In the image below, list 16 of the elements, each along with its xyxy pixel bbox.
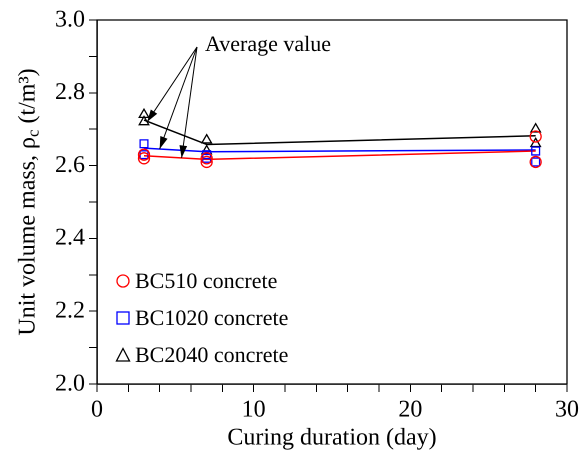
y-tick-label: 2.0	[55, 370, 85, 396]
x-tick-label: 20	[398, 396, 422, 423]
x-tick-label: 0	[91, 396, 103, 423]
y-tick-label: 2.8	[55, 79, 85, 106]
legend-label: BC2040 concrete	[135, 342, 288, 367]
y-tick-label: 2.4	[55, 224, 85, 251]
x-tick-label: 30	[555, 396, 579, 423]
y-tick-label: 2.6	[55, 152, 85, 178]
y-tick-label: 2.2	[55, 297, 85, 324]
legend-label: BC1020 concrete	[135, 305, 288, 330]
x-axis-title: Curing duration (day)	[227, 424, 437, 450]
legend-label: BC510 concrete	[135, 268, 278, 293]
y-axis-title: Unit volume mass, ρc (t/m³)	[14, 68, 42, 336]
x-tick-label: 10	[242, 396, 266, 423]
annotation: Average value	[205, 30, 332, 56]
y-tick-label: 3.0	[55, 6, 85, 32]
